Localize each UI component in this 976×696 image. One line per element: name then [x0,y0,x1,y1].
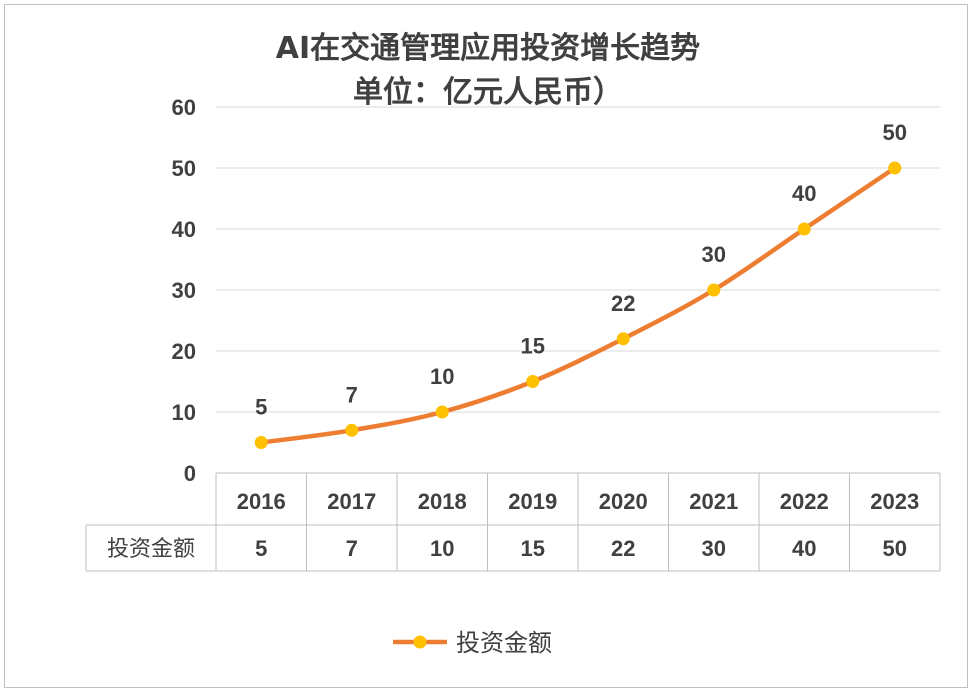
x-tick-label: 2023 [870,489,919,514]
table-value-cell: 7 [346,536,358,561]
x-tick-label: 2022 [780,489,829,514]
data-point [526,375,540,388]
chart-title-line1: AI在交通管理应用投资增长趋势 [276,31,700,66]
data-point [707,283,721,297]
data-label: 7 [346,382,358,407]
data-label: 22 [611,291,635,316]
y-tick-label: 40 [172,217,196,242]
table-value-cell: 10 [430,536,454,561]
data-label: 5 [255,395,267,420]
data-label: 30 [702,242,726,267]
table-value-cell: 22 [611,536,635,561]
y-tick-label: 60 [172,95,196,120]
series-line [259,165,897,445]
y-axis-ticks: 0 10 20 30 40 50 60 [172,95,196,486]
table-value-cell: 30 [702,536,726,561]
chart-title-line2: 单位：亿元人民币） [353,75,623,110]
legend: 投资金额 [393,629,552,657]
gridlines [216,106,940,474]
data-point [797,222,811,236]
data-point [254,436,268,449]
data-point [345,423,359,437]
data-point [435,405,449,419]
data-label: 10 [430,364,454,389]
table-value-cell: 15 [521,536,545,561]
y-tick-label: 30 [172,278,196,303]
y-tick-label: 0 [184,461,196,486]
data-table: 投资金额 2016 5 2017 7 2018 10 2019 15 2020 22 2021 30 20… [85,472,941,572]
y-tick-label: 20 [172,339,196,364]
series-line-group: 5 7 10 15 22 30 40 50 [254,120,907,449]
table-value-cell: 40 [792,536,816,561]
x-tick-label: 2019 [508,489,557,514]
x-tick-label: 2020 [599,489,648,514]
y-tick-label: 50 [172,156,196,181]
legend-marker [413,635,427,649]
data-point [616,332,630,346]
x-tick-label: 2017 [327,489,376,514]
legend-label: 投资金额 [456,629,552,657]
data-point [888,161,902,175]
chart-frame [4,4,968,688]
x-tick-label: 2016 [237,489,286,514]
table-value-cell: 50 [883,536,907,561]
x-tick-label: 2018 [418,489,467,514]
data-label: 40 [792,181,816,206]
y-tick-label: 10 [172,400,196,425]
x-tick-label: 2021 [689,489,738,514]
table-value-cell: 5 [255,536,267,561]
data-label: 50 [883,120,907,145]
data-label: 15 [521,334,545,359]
table-row-header: 投资金额 [107,537,195,562]
